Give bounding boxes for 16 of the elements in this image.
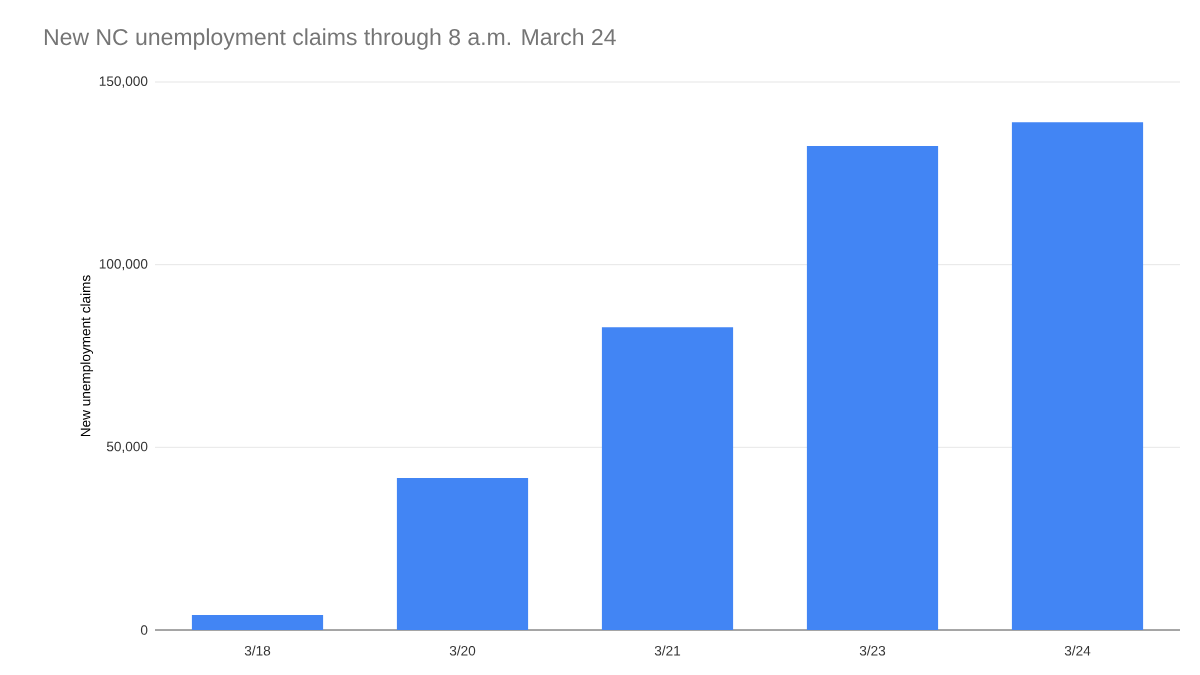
chart-title: New NC unemployment claims through 8 a.m. March 24: [44, 28, 616, 50]
bar: [1011, 122, 1144, 630]
y-tick-label: 50,000: [106, 441, 148, 453]
bar: [396, 478, 529, 630]
x-tick-label: 3/21: [654, 645, 681, 656]
bar: [191, 615, 324, 630]
y-tick-label: 100,000: [99, 259, 148, 271]
y-tick-label: 0: [140, 625, 148, 635]
x-tick-label: 3/24: [1064, 645, 1091, 656]
y-tick-label: 150,000: [99, 76, 148, 88]
bar: [601, 327, 734, 630]
x-tick-label: 3/23: [859, 645, 886, 656]
x-tick-label: 3/20: [449, 645, 476, 656]
x-tick-label: 3/18: [244, 645, 271, 656]
y-axis-title: New unemployment claims: [80, 275, 94, 437]
bar: [806, 145, 939, 630]
